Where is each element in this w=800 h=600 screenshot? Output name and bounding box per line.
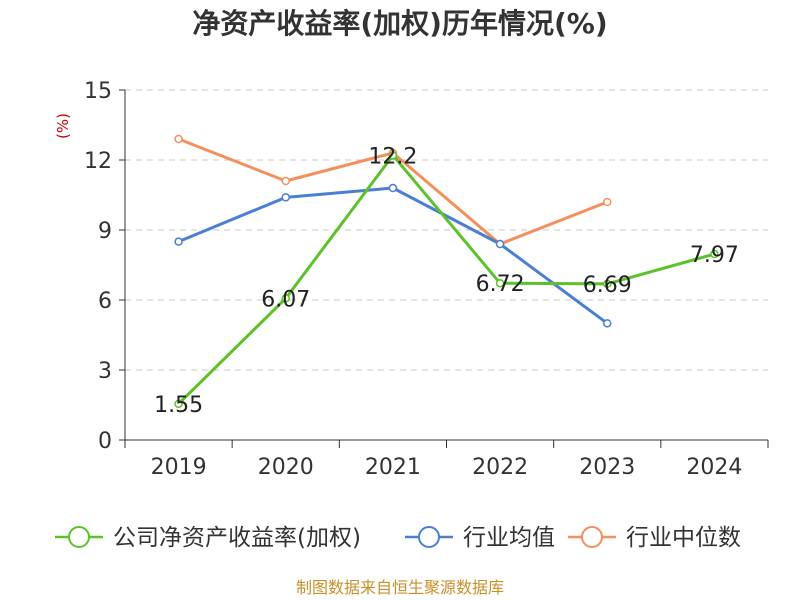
source-note: 制图数据来自恒生聚源数据库 [296, 578, 504, 597]
data-point-2 [281, 176, 290, 186]
series-line-1 [177, 186, 609, 325]
legend-swatch-marker [418, 526, 440, 548]
data-label: 6.69 [583, 273, 632, 298]
data-point-2 [603, 197, 612, 207]
data-label: 7.97 [690, 243, 739, 268]
x-tick-label: 2023 [579, 455, 635, 480]
data-point-1 [174, 237, 183, 246]
x-tick-label: 2019 [151, 455, 207, 480]
legend-label: 行业均值 [463, 525, 555, 551]
x-tick-label: 2024 [686, 455, 742, 480]
data-label: 6.72 [476, 272, 525, 297]
data-labels: 1.55 6.07 12.2 6.72 6.69 7.97 [154, 144, 739, 418]
y-tick-label: 0 [98, 429, 112, 454]
data-point-1 [495, 239, 505, 249]
legend: 公司净资产收益率(加权) 行业均值 行业中位数 [55, 525, 741, 551]
data-point-0 [603, 279, 612, 289]
data-point-0 [495, 278, 505, 288]
data-point-0 [281, 294, 290, 303]
x-tick-label: 2020 [258, 455, 314, 480]
y-tick-label: 12 [84, 149, 112, 174]
data-label: 1.55 [154, 393, 203, 418]
grid-lines [125, 89, 768, 371]
chart-title: 净资产收益率(加权)历年情况(%) [192, 7, 607, 40]
x-tick-label: 2022 [472, 455, 528, 480]
series-lines [174, 134, 719, 409]
data-label: 12.2 [368, 144, 417, 169]
data-point-0 [710, 249, 719, 259]
data-point-1 [603, 319, 612, 328]
y-tick-label: 15 [84, 79, 112, 104]
y-tick-label: 6 [98, 289, 112, 314]
y-tick-label: 9 [98, 219, 112, 244]
data-point-1 [281, 193, 290, 202]
series-line-0 [177, 153, 716, 406]
y-axis-unit-label: (%) [54, 113, 72, 139]
legend-label: 公司净资产收益率(加权) [113, 525, 361, 551]
legend-swatch-marker [68, 526, 90, 548]
legend-label: 行业中位数 [626, 525, 741, 551]
data-point-1 [388, 183, 398, 193]
data-point-0 [174, 399, 183, 409]
data-point-2 [174, 134, 183, 144]
data-point-0 [388, 151, 398, 160]
data-label: 6.07 [261, 287, 310, 312]
legend-swatch-marker [581, 526, 603, 548]
x-tick-label: 2021 [365, 455, 421, 480]
y-tick-label: 3 [98, 359, 112, 384]
axes: 0 3 6 9 12 15 2019 2020 2021 2022 2023 2024 [84, 79, 769, 480]
